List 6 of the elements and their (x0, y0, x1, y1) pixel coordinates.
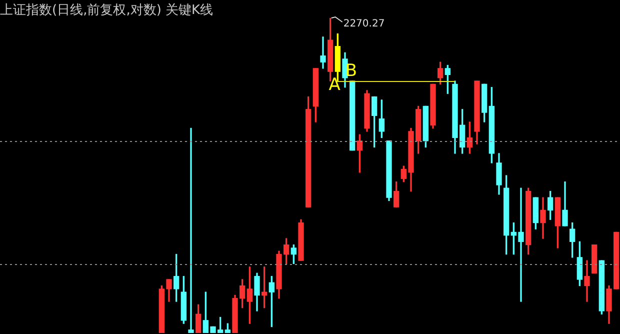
candlestick (188, 128, 194, 333)
candlestick (584, 260, 590, 302)
annotation: A (328, 74, 341, 95)
chart-title: 上证指数(日线,前复权,对数) 关键K线 (0, 2, 214, 19)
candlestick (320, 36, 326, 69)
annotation: 2270.27 (343, 18, 385, 30)
